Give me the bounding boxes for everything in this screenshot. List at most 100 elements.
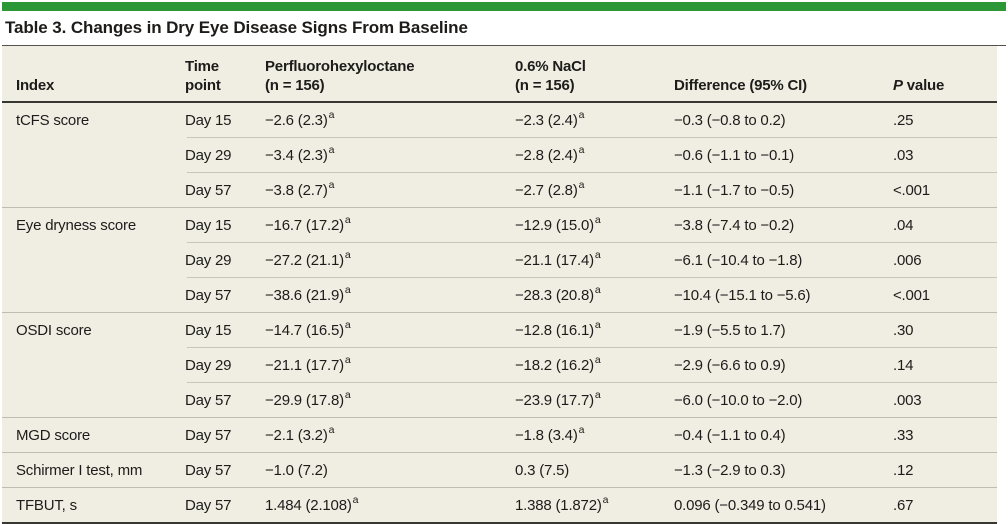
- difference-cell: −6.1 (−10.4 to −1.8): [674, 251, 803, 269]
- difference-cell: 0.096 (−0.349 to 0.541): [674, 496, 826, 514]
- pfho-cell: −29.9 (17.8) a: [265, 383, 515, 417]
- difference-cell: −1.1 (−1.7 to −0.5): [674, 181, 795, 199]
- table-row: Day 57 −29.9 (17.8) a −23.9 (17.7) a −6.0 …: [2, 381, 997, 417]
- footnote-marker: a: [578, 144, 585, 156]
- table-header-row: Index Time point Perfluorohexyloctane (n…: [2, 46, 997, 103]
- p-value-cell: .25: [893, 111, 914, 129]
- footnote-marker: a: [328, 109, 335, 121]
- column-header-nacl: 0.6% NaCl (n = 156): [515, 46, 674, 101]
- footnote-marker: a: [594, 249, 601, 261]
- index-cell: [2, 173, 185, 207]
- cell-value: −2.3 (2.4): [515, 111, 578, 129]
- table-row: OSDI score Day 15 −14.7 (16.5) a −12.8 (1…: [2, 312, 997, 347]
- p-value-cell: .003: [893, 391, 922, 409]
- footnote-marker: a: [344, 389, 351, 401]
- column-header-label: 0.6% NaCl: [515, 58, 586, 75]
- index-cell: OSDI score: [16, 321, 92, 339]
- cell-value: −21.1 (17.4): [515, 251, 594, 269]
- cell-value: −3.4 (2.3): [265, 146, 328, 164]
- pfho-cell: −3.8 (2.7) a: [265, 173, 515, 207]
- difference-cell: −3.8 (−7.4 to −0.2): [674, 216, 795, 234]
- timepoint-cell: Day 15: [185, 111, 232, 129]
- cell-value: −14.7 (16.5): [265, 321, 344, 339]
- cell-value: 1.388 (1.872): [515, 496, 602, 514]
- p-value-cell: .67: [893, 496, 914, 514]
- footnote-marker: a: [328, 424, 335, 436]
- footnote-marker: a: [344, 284, 351, 296]
- table-row: TFBUT, s Day 57 1.484 (2.108) a 1.388 (1.…: [2, 487, 997, 522]
- timepoint-cell: Day 57: [185, 391, 232, 409]
- difference-cell: −0.6 (−1.1 to −0.1): [674, 146, 795, 164]
- index-cell: [2, 278, 185, 312]
- timepoint-cell: Day 57: [185, 461, 232, 479]
- cell-value: −3.8 (2.7): [265, 181, 328, 199]
- p-value-cell: .006: [893, 251, 922, 269]
- footnote-marker: a: [602, 494, 609, 506]
- footnote-marker: a: [594, 284, 601, 296]
- footnote-marker: a: [578, 109, 585, 121]
- cell-value: −2.7 (2.8): [515, 181, 578, 199]
- nacl-cell: −2.8 (2.4) a: [515, 138, 674, 172]
- timepoint-cell: Day 29: [185, 356, 232, 374]
- pfho-cell: −38.6 (21.9) a: [265, 278, 515, 312]
- index-cell: Schirmer I test, mm: [16, 461, 143, 479]
- timepoint-cell: Day 57: [185, 426, 232, 444]
- footnote-marker: a: [344, 214, 351, 226]
- index-cell: [2, 383, 185, 417]
- nacl-cell: −18.2 (16.2) a: [515, 348, 674, 382]
- footnote-marker: a: [578, 424, 585, 436]
- timepoint-cell: Day 29: [185, 146, 232, 164]
- p-value-cell: .03: [893, 146, 914, 164]
- nacl-cell: −1.8 (3.4) a: [515, 418, 674, 452]
- cell-value: −2.1 (3.2): [265, 426, 328, 444]
- cell-value: −12.9 (15.0): [515, 216, 594, 234]
- cell-value: −2.8 (2.4): [515, 146, 578, 164]
- pfho-cell: −2.1 (3.2) a: [265, 418, 515, 452]
- footnote-marker: a: [594, 214, 601, 226]
- cell-value: 1.484 (2.108): [265, 496, 352, 514]
- nacl-cell: −2.3 (2.4) a: [515, 103, 674, 137]
- pfho-cell: −2.6 (2.3) a: [265, 103, 515, 137]
- column-header-perfluorohexyloctane: Perfluorohexyloctane (n = 156): [265, 46, 515, 101]
- pfho-cell: −27.2 (21.1) a: [265, 243, 515, 277]
- p-value-cell: <.001: [893, 286, 930, 304]
- column-header-label: Time: [185, 58, 219, 75]
- table-row: tCFS score Day 15 −2.6 (2.3) a −2.3 (2.4)…: [2, 103, 997, 137]
- cell-value: 0.3 (7.5): [515, 461, 570, 479]
- index-cell: Eye dryness score: [16, 216, 136, 234]
- timepoint-cell: Day 15: [185, 321, 232, 339]
- pfho-cell: −3.4 (2.3) a: [265, 138, 515, 172]
- table-title: Table 3. Changes in Dry Eye Disease Sign…: [5, 18, 468, 37]
- footnote-marker: a: [344, 319, 351, 331]
- difference-cell: −1.9 (−5.5 to 1.7): [674, 321, 786, 339]
- timepoint-cell: Day 57: [185, 496, 232, 514]
- footnote-marker: a: [352, 494, 359, 506]
- difference-cell: −2.9 (−6.6 to 0.9): [674, 356, 786, 374]
- column-header-label: Difference (95% CI): [674, 77, 807, 94]
- column-header-difference: Difference (95% CI): [674, 46, 893, 101]
- table-row: Day 57 −38.6 (21.9) a −28.3 (20.8) a −10.4…: [2, 276, 997, 312]
- column-header-label: (n = 156): [515, 77, 575, 94]
- cell-value: −1.8 (3.4): [515, 426, 578, 444]
- column-header-label: Perfluorohexyloctane: [265, 58, 415, 75]
- column-header-index: Index: [2, 46, 185, 101]
- p-value-cell: .04: [893, 216, 914, 234]
- footnote-marker: a: [594, 354, 601, 366]
- nacl-cell: −12.8 (16.1) a: [515, 313, 674, 347]
- cell-value: −23.9 (17.7): [515, 391, 594, 409]
- cell-value: −2.6 (2.3): [265, 111, 328, 129]
- pfho-cell: −21.1 (17.7) a: [265, 348, 515, 382]
- nacl-cell: −28.3 (20.8) a: [515, 278, 674, 312]
- pfho-cell: −1.0 (7.2): [265, 453, 515, 487]
- difference-cell: −1.3 (−2.9 to 0.3): [674, 461, 786, 479]
- nacl-cell: −2.7 (2.8) a: [515, 173, 674, 207]
- p-value-cell: .30: [893, 321, 914, 339]
- accent-bar: [2, 2, 1006, 11]
- difference-cell: −0.3 (−0.8 to 0.2): [674, 111, 786, 129]
- column-header-label: P value: [893, 76, 997, 95]
- table-row: Day 29 −21.1 (17.7) a −18.2 (16.2) a −2.9 …: [2, 346, 997, 382]
- footnote-marker: a: [594, 319, 601, 331]
- column-header-label: (n = 156): [265, 77, 325, 94]
- table-title-block: Table 3. Changes in Dry Eye Disease Sign…: [2, 11, 1006, 46]
- nacl-cell: 0.3 (7.5): [515, 453, 674, 487]
